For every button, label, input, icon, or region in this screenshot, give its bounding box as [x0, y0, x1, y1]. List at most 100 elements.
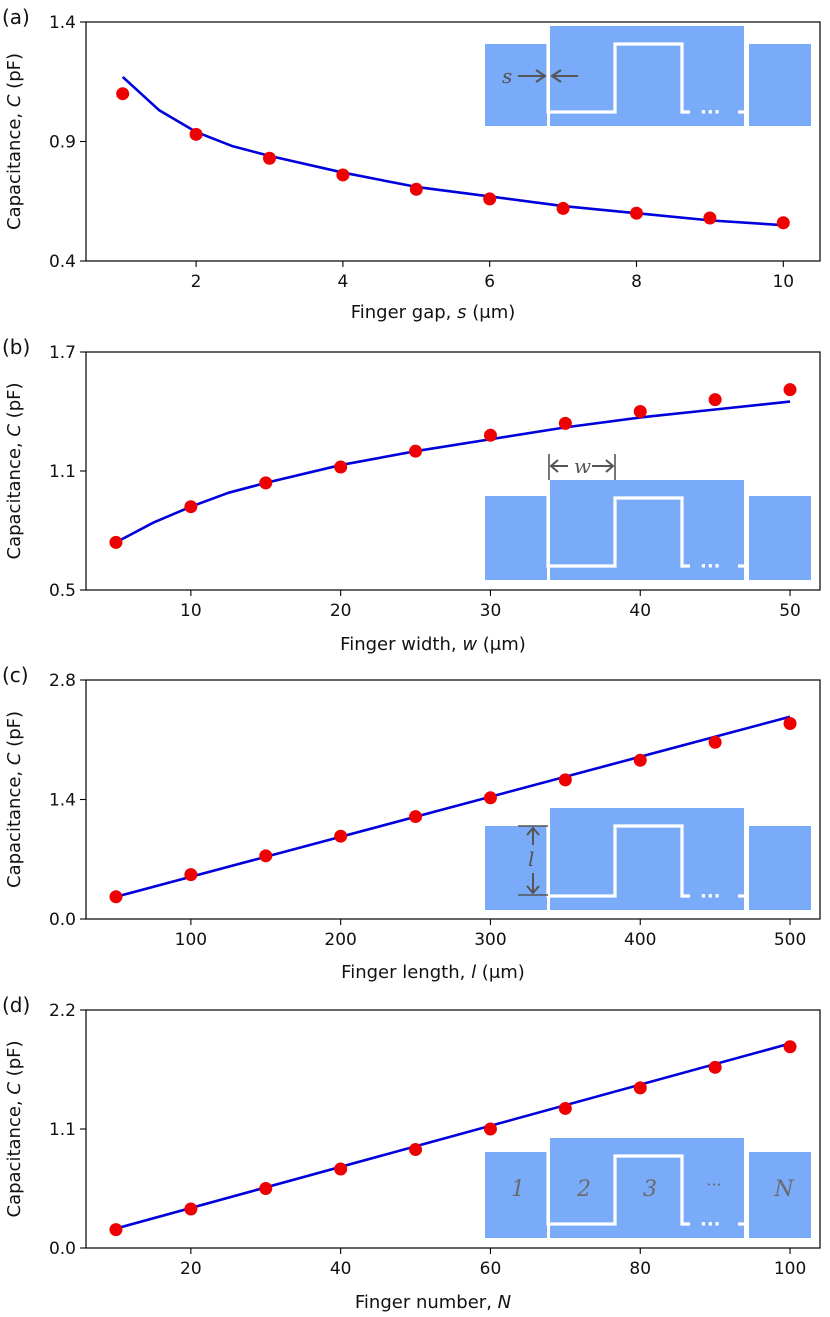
- x-axis-label-text: Finger length,: [341, 962, 471, 983]
- y-axis-label-text: Capacitance,: [4, 1095, 25, 1218]
- fit-line: [115, 715, 791, 899]
- data-point: [263, 151, 276, 165]
- inset-gap-line: [546, 1152, 748, 1226]
- inset-right-electrode: [749, 496, 811, 580]
- data-point: [558, 1101, 572, 1115]
- inset-label-l: l: [528, 847, 534, 871]
- data-point: [336, 168, 350, 182]
- y-tick-label: 1.7: [49, 343, 76, 363]
- inset-diagram-N: ··· 1 2 3 ··· N: [485, 1138, 811, 1238]
- inset-w-arrowhead-right: [605, 459, 615, 473]
- data-point: [109, 535, 123, 549]
- fit-line: [115, 1042, 791, 1230]
- data-point: [184, 1202, 198, 1216]
- data-point: [708, 1060, 722, 1074]
- y-axis-label-var: C: [4, 752, 25, 765]
- data-point: [776, 216, 790, 230]
- x-tick-label: 100: [175, 930, 207, 950]
- x-tick-label: 20: [180, 1259, 202, 1279]
- x-tick-label: 50: [779, 601, 801, 621]
- data-point: [483, 1122, 497, 1136]
- inset-finger-label-1: 1: [511, 1177, 525, 1202]
- data-point: [409, 1143, 423, 1157]
- x-tick-label: 6: [484, 272, 495, 292]
- data-point: [558, 416, 572, 430]
- x-tick-label: 10: [772, 272, 794, 292]
- y-axis-label-unit: (pF): [4, 711, 25, 753]
- data-point: [334, 1162, 348, 1176]
- x-tick-label: 30: [480, 601, 502, 621]
- y-tick-label: 2.2: [49, 1001, 76, 1021]
- y-tick-label: 1.1: [49, 1120, 76, 1140]
- data-point: [783, 1040, 797, 1054]
- y-axis-label-var: C: [4, 424, 25, 437]
- data-point: [483, 192, 497, 206]
- inset-arrowhead-left: [550, 69, 562, 83]
- x-axis-label-text: Finger width,: [340, 634, 462, 655]
- inset-gap-line: [546, 824, 748, 898]
- fit-line: [115, 400, 791, 544]
- y-axis-label-unit: (pF): [4, 53, 25, 95]
- data-point: [633, 753, 647, 767]
- data-point: [630, 206, 643, 220]
- inset-label-s: s: [502, 64, 512, 88]
- y-axis-label-text: Capacitance,: [4, 107, 25, 230]
- data-point: [703, 211, 717, 225]
- y-tick-label: 1.1: [49, 462, 76, 482]
- data-point: [109, 890, 123, 904]
- data-point: [558, 773, 572, 787]
- x-axis-label-var: w: [462, 634, 477, 655]
- panel-b: ··· w 10 20 30 40 50 0.5 1.1 1.7 Finger width, w (…: [2, 335, 821, 655]
- data-point: [483, 791, 497, 805]
- x-tick-label: 20: [330, 601, 352, 621]
- data-point: [556, 201, 570, 215]
- inset-gap-line: [546, 42, 748, 114]
- inset-l-arrowhead-down: [526, 885, 540, 895]
- data-point: [783, 717, 797, 731]
- x-tick-label: 40: [330, 1259, 352, 1279]
- fit-line: [121, 76, 784, 227]
- data-point: [334, 829, 348, 843]
- panel-label: (a): [2, 5, 30, 29]
- data-point: [409, 810, 423, 824]
- inset-label-w: w: [574, 454, 591, 478]
- y-axis-label: Capacitance, C (pF): [4, 711, 25, 888]
- x-axis-label: Finger width, w (μm): [340, 634, 526, 655]
- inset-finger-label-4: ···: [706, 1175, 721, 1194]
- inset-left-electrode: [485, 44, 547, 126]
- data-point: [708, 393, 722, 407]
- x-axis-label-text: Finger gap,: [351, 302, 457, 323]
- inset-arrowhead-right: [535, 69, 547, 83]
- x-axis-label-unit: (μm): [476, 962, 525, 983]
- x-axis-label-var: s: [457, 302, 466, 323]
- inset-left-electrode: [485, 1152, 547, 1238]
- x-tick-label: 80: [629, 1259, 651, 1279]
- inset-right-electrode: [749, 1152, 811, 1238]
- panel-label: (b): [2, 335, 30, 359]
- y-tick-label: 0.0: [49, 1239, 76, 1259]
- inset-diagram-s: ··· s: [485, 26, 811, 126]
- data-point: [633, 405, 647, 418]
- inset-left-electrode: [485, 826, 547, 910]
- x-tick-label: 500: [774, 930, 806, 950]
- panel-label: (c): [2, 663, 29, 687]
- inset-ellipsis: ···: [700, 102, 721, 123]
- inset-ellipsis: ···: [700, 1214, 721, 1235]
- data-point: [708, 735, 722, 749]
- data-point: [259, 476, 273, 490]
- inset-diagram-l: ··· l: [485, 808, 811, 910]
- y-axis-label-text: Capacitance,: [4, 437, 25, 560]
- x-axis-label: Finger gap, s (μm): [351, 302, 516, 323]
- inset-gap-line: [546, 496, 748, 568]
- x-axis-label-unit: (μm): [467, 302, 516, 323]
- y-axis-label: Capacitance, C (pF): [4, 383, 25, 560]
- inset-right-electrode: [749, 44, 811, 126]
- data-point: [483, 428, 497, 442]
- data-point: [184, 868, 198, 882]
- x-axis-label-text: Finger number,: [355, 1292, 498, 1313]
- x-tick-label: 10: [180, 601, 202, 621]
- data-point: [259, 849, 273, 863]
- inset-right-electrode: [749, 826, 811, 910]
- x-tick-label: 200: [324, 930, 356, 950]
